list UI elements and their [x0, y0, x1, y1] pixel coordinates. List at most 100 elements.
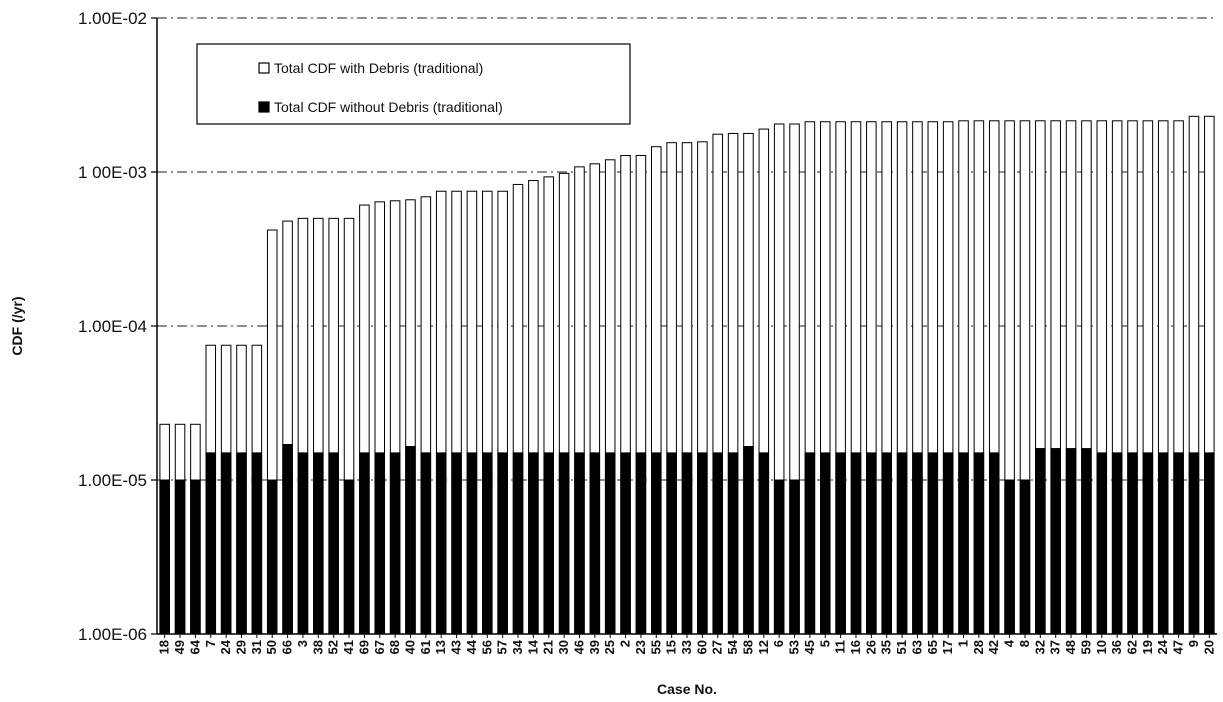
bar-without-debris — [896, 452, 908, 635]
bar-without-debris — [620, 452, 631, 635]
bar-without-debris — [205, 452, 217, 635]
bar-without-debris — [666, 452, 677, 635]
bar-without-debris — [435, 452, 447, 635]
bar-without-debris — [804, 452, 816, 635]
category-label: 27 — [710, 640, 725, 654]
category-label: 21 — [541, 640, 556, 654]
category-label: 12 — [756, 640, 771, 654]
bar-without-debris — [835, 452, 846, 635]
category-label: 69 — [356, 640, 371, 654]
bar-without-debris — [236, 452, 247, 635]
bar-without-debris — [1142, 452, 1154, 635]
category-label: 42 — [986, 640, 1001, 654]
y-tick-label: 1.00E-02 — [78, 9, 147, 28]
category-label: 15 — [664, 640, 679, 654]
bar-without-debris — [512, 452, 524, 635]
bar-without-debris — [635, 452, 647, 635]
bar-without-debris — [988, 452, 1000, 635]
bar-without-debris — [727, 452, 739, 635]
bar-without-debris — [405, 446, 416, 635]
bar-without-debris — [819, 452, 831, 635]
category-label: 23 — [633, 640, 648, 654]
category-label: 65 — [925, 640, 940, 654]
bar-without-debris — [574, 452, 585, 635]
category-label: 44 — [464, 639, 479, 654]
bar-without-debris — [773, 479, 785, 635]
category-label: 29 — [233, 640, 248, 654]
category-label: 53 — [787, 640, 802, 654]
category-label: 14 — [525, 639, 540, 654]
category-label: 41 — [341, 640, 356, 654]
bar-without-debris — [850, 452, 862, 635]
y-tick-label: 1.00E-05 — [78, 471, 147, 490]
category-label: 6 — [771, 640, 786, 647]
x-axis-title: Case No. — [657, 681, 717, 697]
category-label: 4 — [1002, 639, 1017, 647]
bar-without-debris — [1111, 452, 1123, 635]
bar-without-debris — [789, 479, 800, 635]
category-label: 68 — [387, 640, 402, 654]
bar-without-debris — [1157, 452, 1169, 635]
bar-without-debris — [451, 452, 462, 635]
bar-without-debris — [1096, 452, 1108, 635]
category-label: 34 — [510, 639, 525, 654]
category-label: 11 — [833, 640, 848, 654]
bar-without-debris — [174, 479, 186, 635]
category-label: 18 — [157, 640, 172, 654]
category-label: 3 — [295, 640, 310, 647]
bar-without-debris — [359, 452, 370, 635]
legend-label-with-debris: Total CDF with Debris (traditional) — [274, 60, 483, 76]
bar-without-debris — [758, 452, 770, 635]
category-label: 26 — [863, 640, 878, 654]
bar-without-debris — [466, 452, 478, 635]
bar-without-debris — [1065, 448, 1077, 635]
legend-swatch-with-debris — [258, 62, 270, 74]
bar-without-debris — [497, 452, 508, 635]
bar-without-debris — [266, 479, 278, 635]
bar-without-debris — [190, 479, 201, 635]
bar-without-debris — [558, 452, 570, 635]
category-label: 32 — [1032, 640, 1047, 654]
category-label: 64 — [187, 639, 202, 654]
bar-without-debris — [251, 452, 263, 635]
category-label: 7 — [203, 640, 218, 647]
category-label: 1 — [956, 640, 971, 647]
y-tick-label: 1.00E-06 — [78, 625, 147, 644]
category-label: 8 — [1017, 640, 1032, 647]
category-label: 52 — [326, 640, 341, 654]
category-label: 28 — [971, 640, 986, 654]
bar-without-debris — [1004, 479, 1015, 635]
category-label: 35 — [879, 640, 894, 654]
category-label: 39 — [587, 640, 602, 654]
bar-without-debris — [1188, 452, 1200, 635]
bar-without-debris — [866, 452, 877, 635]
category-label: 48 — [1063, 640, 1078, 654]
bar-without-debris — [282, 444, 293, 635]
bar-without-debris — [374, 452, 386, 635]
category-label: 24 — [1155, 639, 1170, 654]
category-label: 67 — [372, 640, 387, 654]
category-label: 33 — [679, 640, 694, 654]
bar-without-debris — [328, 452, 339, 635]
bars — [159, 115, 1215, 635]
category-label: 66 — [280, 640, 295, 654]
category-label: 49 — [172, 640, 187, 654]
bar-without-debris — [942, 452, 954, 635]
bar-without-debris — [1035, 448, 1046, 635]
category-label: 38 — [310, 640, 325, 654]
category-label: 5 — [817, 640, 832, 647]
bar-without-debris — [927, 452, 939, 635]
category-label: 45 — [802, 640, 817, 654]
bar-without-debris — [973, 452, 985, 635]
bar-without-debris — [159, 479, 170, 635]
bar-without-debris — [1050, 448, 1061, 635]
category-label: 13 — [433, 640, 448, 654]
category-label: 25 — [602, 640, 617, 654]
category-label: 59 — [1078, 640, 1093, 654]
bar-without-debris — [528, 452, 539, 635]
bar-without-debris — [1019, 479, 1031, 635]
category-label: 19 — [1140, 640, 1155, 654]
category-label: 24 — [218, 639, 233, 654]
bar-without-debris — [958, 452, 969, 635]
